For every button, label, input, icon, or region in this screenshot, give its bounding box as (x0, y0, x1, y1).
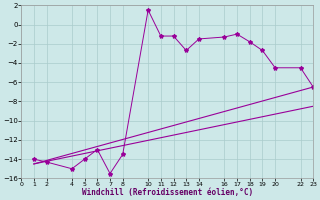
X-axis label: Windchill (Refroidissement éolien,°C): Windchill (Refroidissement éolien,°C) (82, 188, 253, 197)
